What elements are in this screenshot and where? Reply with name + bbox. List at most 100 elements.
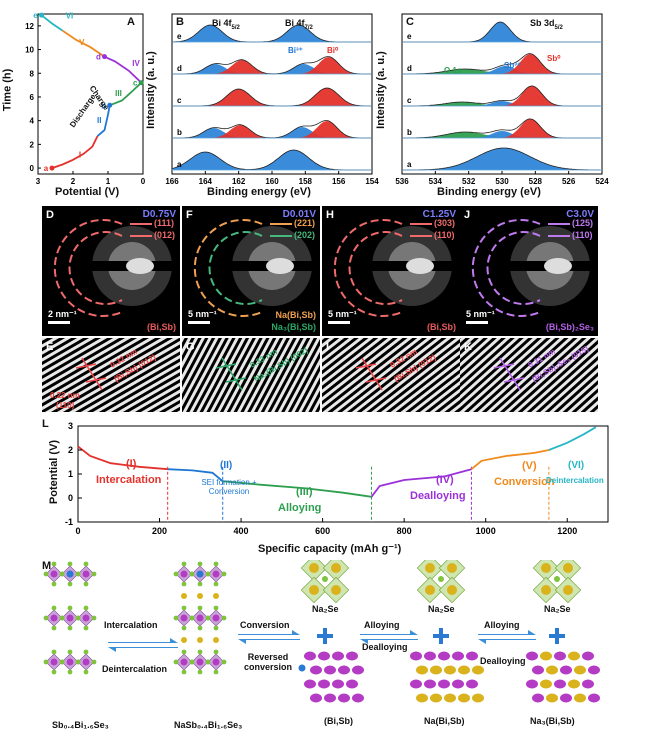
hrtem-label-g: G bbox=[186, 341, 195, 353]
atom bbox=[410, 679, 422, 689]
atom bbox=[472, 693, 484, 703]
fringe-measure-tick bbox=[365, 377, 387, 383]
panel-a-label: A bbox=[127, 16, 135, 28]
stage-iii-name: Alloying bbox=[278, 502, 322, 514]
atom-na bbox=[197, 593, 203, 599]
B-rows-xtick-label: 154 bbox=[365, 177, 379, 186]
atom-se bbox=[75, 615, 81, 621]
atom-se bbox=[189, 571, 195, 577]
atom-bi-sb bbox=[66, 658, 74, 666]
fringe bbox=[182, 338, 303, 412]
atom-se bbox=[213, 581, 219, 587]
atom-bi-sb bbox=[82, 570, 90, 578]
atom-bi-sb bbox=[66, 614, 74, 622]
atom-bi-sb bbox=[196, 658, 204, 666]
tem-voltage: C3.0V bbox=[566, 209, 594, 220]
fringe bbox=[460, 338, 598, 412]
atom-se bbox=[213, 625, 219, 631]
fringe bbox=[322, 338, 460, 412]
atom-se bbox=[438, 576, 444, 582]
bi3-label: Bi³⁺ bbox=[288, 46, 303, 55]
tem-scale-bar bbox=[48, 321, 70, 324]
atom bbox=[540, 651, 552, 661]
atom bbox=[324, 693, 336, 703]
atom-bi-sb bbox=[180, 570, 188, 578]
atom-bi-sb bbox=[180, 614, 188, 622]
atom-bi-sb bbox=[212, 614, 220, 622]
fringe bbox=[322, 338, 460, 412]
arrow-alloying-2 bbox=[478, 630, 536, 635]
fringe bbox=[460, 338, 598, 412]
atom-se bbox=[91, 571, 97, 577]
atom bbox=[444, 665, 456, 675]
tem-ring-inner bbox=[68, 231, 123, 305]
atom-se bbox=[197, 581, 203, 587]
tem-scale-label: 5 nm⁻¹ bbox=[466, 309, 495, 319]
compound-nasbbise: NaSb₀.₄Bi₁.₆Se₃ bbox=[174, 720, 243, 730]
atom bbox=[546, 665, 558, 675]
B-rows-row-d-peak-0 bbox=[172, 64, 372, 74]
arrow-intercalation-label: Intercalation bbox=[104, 620, 158, 630]
panel-l-label: L bbox=[42, 418, 49, 430]
atom-se bbox=[213, 605, 219, 611]
beam-stop bbox=[182, 261, 320, 271]
panel-c-xlabel: Binding energy (eV) bbox=[437, 186, 541, 198]
panel-a-xtick-label: 3 bbox=[36, 177, 41, 186]
atom-na bbox=[181, 637, 187, 643]
atom-na bbox=[447, 563, 457, 573]
atom bbox=[588, 665, 600, 675]
structure-sbbise bbox=[43, 561, 97, 675]
fringe bbox=[182, 338, 287, 412]
fringe bbox=[189, 338, 314, 412]
atom-se bbox=[173, 615, 179, 621]
tem-panel-h: H C1.25V (303) (110) 5 nm⁻¹ (Bi,Sb) bbox=[322, 206, 460, 336]
atom-bi-sb bbox=[82, 614, 90, 622]
atom bbox=[526, 651, 538, 661]
panel-l-xtick-label: 800 bbox=[397, 526, 412, 536]
panel-a-curve-II bbox=[96, 105, 111, 137]
atom bbox=[310, 693, 322, 703]
atom-se bbox=[43, 571, 49, 577]
fringe-measure-line bbox=[499, 357, 521, 391]
panel-b-xlabel: Binding energy (eV) bbox=[207, 186, 311, 198]
plus-sign bbox=[317, 634, 333, 638]
fringe-measure-line bbox=[81, 357, 103, 391]
fringe bbox=[460, 338, 598, 412]
panel-a-ytick-label: 10 bbox=[25, 46, 34, 55]
atom-se bbox=[213, 561, 219, 567]
panel-l-curve-VI bbox=[548, 426, 597, 451]
panel-a-xtick-label: 0 bbox=[141, 177, 146, 186]
panel-l-xtick-label: 400 bbox=[234, 526, 249, 536]
atom-bi-sb bbox=[82, 658, 90, 666]
panel-a-point-label-a: a bbox=[44, 164, 49, 173]
fringe bbox=[42, 338, 180, 412]
tem-phase-label: (Bi,Sb) bbox=[427, 322, 456, 332]
bi4f72-title: Bi 4f7/2 bbox=[285, 18, 313, 31]
hrtem-panel-i: 0.32 nm (Bi,Sb) (012) I bbox=[322, 338, 460, 412]
fringe bbox=[182, 338, 271, 412]
panel-a-ytick-label: 12 bbox=[25, 22, 34, 31]
panel-a-curve-IV bbox=[104, 55, 142, 84]
fringe bbox=[182, 338, 256, 412]
C-rows-xtick-label: 530 bbox=[495, 177, 509, 186]
atom bbox=[338, 665, 350, 675]
B-rows-xtick-label: 158 bbox=[299, 177, 313, 186]
C-rows-row-label-e: e bbox=[407, 32, 412, 41]
C-rows-xtick-label: 536 bbox=[395, 177, 409, 186]
beam-stop bbox=[42, 261, 180, 271]
atom-bi-sb bbox=[50, 658, 58, 666]
C-rows-xtick-label: 532 bbox=[462, 177, 476, 186]
atom-se bbox=[67, 605, 73, 611]
atom-se bbox=[181, 581, 187, 587]
panel-a-point-b bbox=[107, 102, 113, 108]
hrtem-fringes: 0.32 nm(Bi,Sb) (012) bbox=[322, 338, 460, 412]
fringe bbox=[42, 338, 180, 412]
fringe bbox=[322, 338, 460, 412]
panel-a-stage-II: II bbox=[97, 116, 101, 125]
atom bbox=[554, 679, 566, 689]
B-rows-row-label-e: e bbox=[177, 32, 182, 41]
B-rows-row-a-peak-1 bbox=[172, 150, 372, 170]
fringe bbox=[460, 338, 598, 412]
atom bbox=[582, 651, 594, 661]
tem-diffraction-d bbox=[42, 219, 180, 317]
